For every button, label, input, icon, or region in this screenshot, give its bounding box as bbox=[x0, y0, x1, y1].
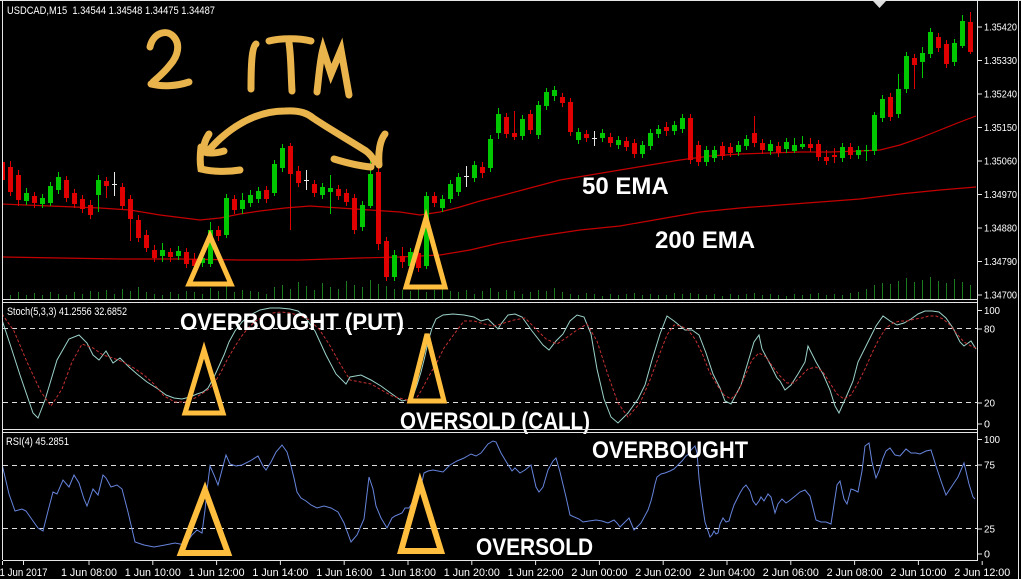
svg-text:75: 75 bbox=[984, 460, 995, 472]
svg-text:2 Jun 06:00: 2 Jun 06:00 bbox=[763, 567, 819, 579]
svg-text:1 Jun 10:00: 1 Jun 10:00 bbox=[125, 567, 181, 579]
svg-text:1.35060: 1.35060 bbox=[984, 156, 1017, 168]
svg-text:2 Jun 08:00: 2 Jun 08:00 bbox=[827, 567, 883, 579]
svg-text:1.35420: 1.35420 bbox=[984, 22, 1017, 34]
svg-text:1 Jun 08:00: 1 Jun 08:00 bbox=[61, 567, 117, 579]
svg-text:1 Jun 20:00: 1 Jun 20:00 bbox=[444, 567, 500, 579]
svg-text:0: 0 bbox=[984, 419, 990, 431]
svg-text:OVERBOUGHT (PUT): OVERBOUGHT (PUT) bbox=[180, 309, 404, 336]
svg-text:50 EMA: 50 EMA bbox=[582, 173, 669, 200]
svg-text:2 Jun 00:00: 2 Jun 00:00 bbox=[571, 567, 627, 579]
svg-text:1.35330: 1.35330 bbox=[984, 55, 1017, 67]
svg-text:200 EMA: 200 EMA bbox=[655, 227, 755, 254]
svg-text:1 Jun 16:00: 1 Jun 16:00 bbox=[316, 567, 372, 579]
svg-text:100: 100 bbox=[984, 305, 1000, 317]
svg-text:1 Jun 14:00: 1 Jun 14:00 bbox=[252, 567, 308, 579]
svg-text:100: 100 bbox=[984, 434, 1000, 446]
svg-text:0: 0 bbox=[984, 549, 990, 561]
svg-text:1 Jun 2017: 1 Jun 2017 bbox=[0, 567, 48, 579]
svg-text:OVERBOUGHT: OVERBOUGHT bbox=[592, 437, 748, 464]
svg-text:RSI(4) 45.2851: RSI(4) 45.2851 bbox=[6, 436, 69, 448]
svg-text:1.34790: 1.34790 bbox=[984, 256, 1017, 268]
svg-text:1 Jun 22:00: 1 Jun 22:00 bbox=[508, 567, 564, 579]
svg-text:1 Jun 12:00: 1 Jun 12:00 bbox=[189, 567, 245, 579]
svg-text:2 Jun 10:00: 2 Jun 10:00 bbox=[890, 567, 946, 579]
svg-text:25: 25 bbox=[984, 524, 995, 536]
svg-text:OVERSOLD: OVERSOLD bbox=[476, 534, 593, 561]
svg-text:2 Jun 02:00: 2 Jun 02:00 bbox=[635, 567, 691, 579]
svg-text:2 Jun 04:00: 2 Jun 04:00 bbox=[699, 567, 755, 579]
svg-text:1.35150: 1.35150 bbox=[984, 122, 1017, 134]
svg-text:80: 80 bbox=[984, 324, 995, 336]
svg-text:1.34970: 1.34970 bbox=[984, 189, 1017, 201]
svg-text:Stoch(5,3,3) 41.2556 32.6852: Stoch(5,3,3) 41.2556 32.6852 bbox=[7, 306, 127, 318]
svg-text:1 Jun 18:00: 1 Jun 18:00 bbox=[380, 567, 436, 579]
svg-text:1.34880: 1.34880 bbox=[984, 223, 1017, 235]
svg-text:USDCAD,M15 1.34544 1.34548 1.: USDCAD,M15 1.34544 1.34548 1.34475 1.344… bbox=[7, 5, 215, 17]
svg-text:1.35240: 1.35240 bbox=[984, 89, 1017, 101]
svg-text:OVERSOLD (CALL): OVERSOLD (CALL) bbox=[400, 408, 590, 435]
svg-text:2 Jun 12:00: 2 Jun 12:00 bbox=[954, 567, 1010, 579]
svg-text:1.34700: 1.34700 bbox=[984, 290, 1017, 302]
svg-text:20: 20 bbox=[984, 398, 995, 410]
